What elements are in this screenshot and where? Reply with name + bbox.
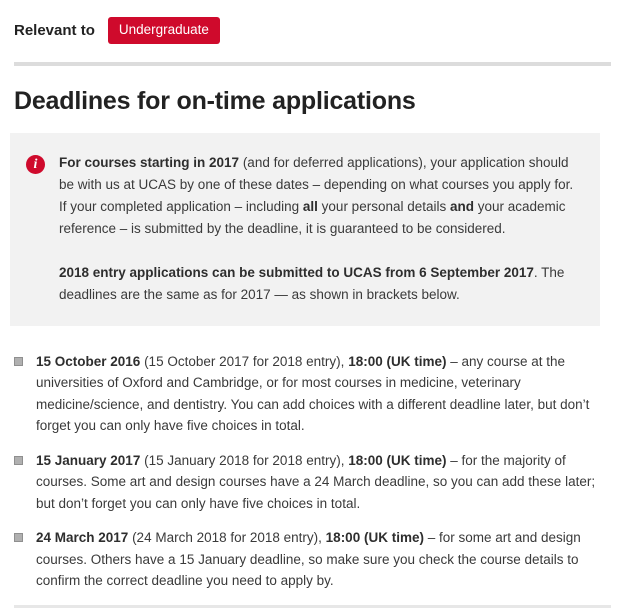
deadline-date: 24 March 2017 (36, 530, 129, 545)
deadline-time: 18:00 (UK time) (348, 452, 447, 468)
bold-text: 2018 entry applications can be submitted… (59, 264, 534, 280)
info-icon: i (26, 154, 45, 174)
body-text: (15 January 2018 for 2018 entry), (140, 452, 349, 468)
list-item: 15 January 2017 (15 January 2018 for 201… (14, 450, 601, 515)
deadline-text: 24 March 2017 (24 March 2018 for 2018 en… (36, 527, 601, 592)
info-panel-text: For courses starting in 2017 (and for de… (59, 152, 576, 306)
list-item: 15 October 2016 (15 October 2017 for 201… (14, 351, 601, 437)
square-bullet-icon (14, 455, 23, 465)
undergraduate-badge[interactable]: Undergraduate (107, 17, 220, 44)
body-text: (24 March 2018 for 2018 entry), (128, 530, 326, 545)
body-text: your academic reference – is submitted b… (59, 198, 566, 236)
info-paragraph-1: For courses starting in 2017 (and for de… (59, 152, 576, 240)
deadline-time: 18:00 (UK time) (325, 530, 424, 545)
deadline-text: 15 January 2017 (15 January 2018 for 201… (36, 450, 601, 515)
info-paragraph-2: 2018 entry applications can be submitted… (59, 262, 576, 306)
square-bullet-icon (14, 356, 23, 366)
info-panel: i For courses starting in 2017 (and for … (10, 132, 600, 326)
section-divider (14, 604, 611, 608)
deadline-date: 15 January 2017 (36, 452, 141, 468)
body-text: . The deadlines are the same as for 2017… (59, 264, 565, 302)
square-bullet-icon (14, 533, 23, 542)
deadline-date: 15 October 2016 (36, 353, 141, 369)
relevant-to-label: Relevant to (14, 21, 95, 39)
body-text: – for the majority of courses. Some art … (36, 452, 596, 511)
body-text: – any course at the universities of Oxfo… (36, 353, 590, 434)
bold-text: For courses starting in 2017 (59, 154, 240, 170)
bold-text: all (302, 198, 318, 214)
body-text: (and for deferred applications), your ap… (59, 154, 574, 214)
deadline-list: 15 October 2016 (15 October 2017 for 201… (14, 351, 611, 592)
body-text: your personal details (317, 198, 450, 214)
section-divider (14, 61, 611, 66)
page-title: Deadlines for on-time applications (14, 86, 416, 115)
relevant-to-row: Relevant to Undergraduate (14, 0, 611, 44)
list-item: 24 March 2017 (24 March 2018 for 2018 en… (14, 527, 601, 592)
deadline-time: 18:00 (UK time) (348, 353, 447, 369)
body-text: (15 October 2017 for 2018 entry), (140, 353, 349, 369)
deadline-text: 15 October 2016 (15 October 2017 for 201… (36, 351, 601, 437)
bold-text: and (450, 198, 475, 214)
